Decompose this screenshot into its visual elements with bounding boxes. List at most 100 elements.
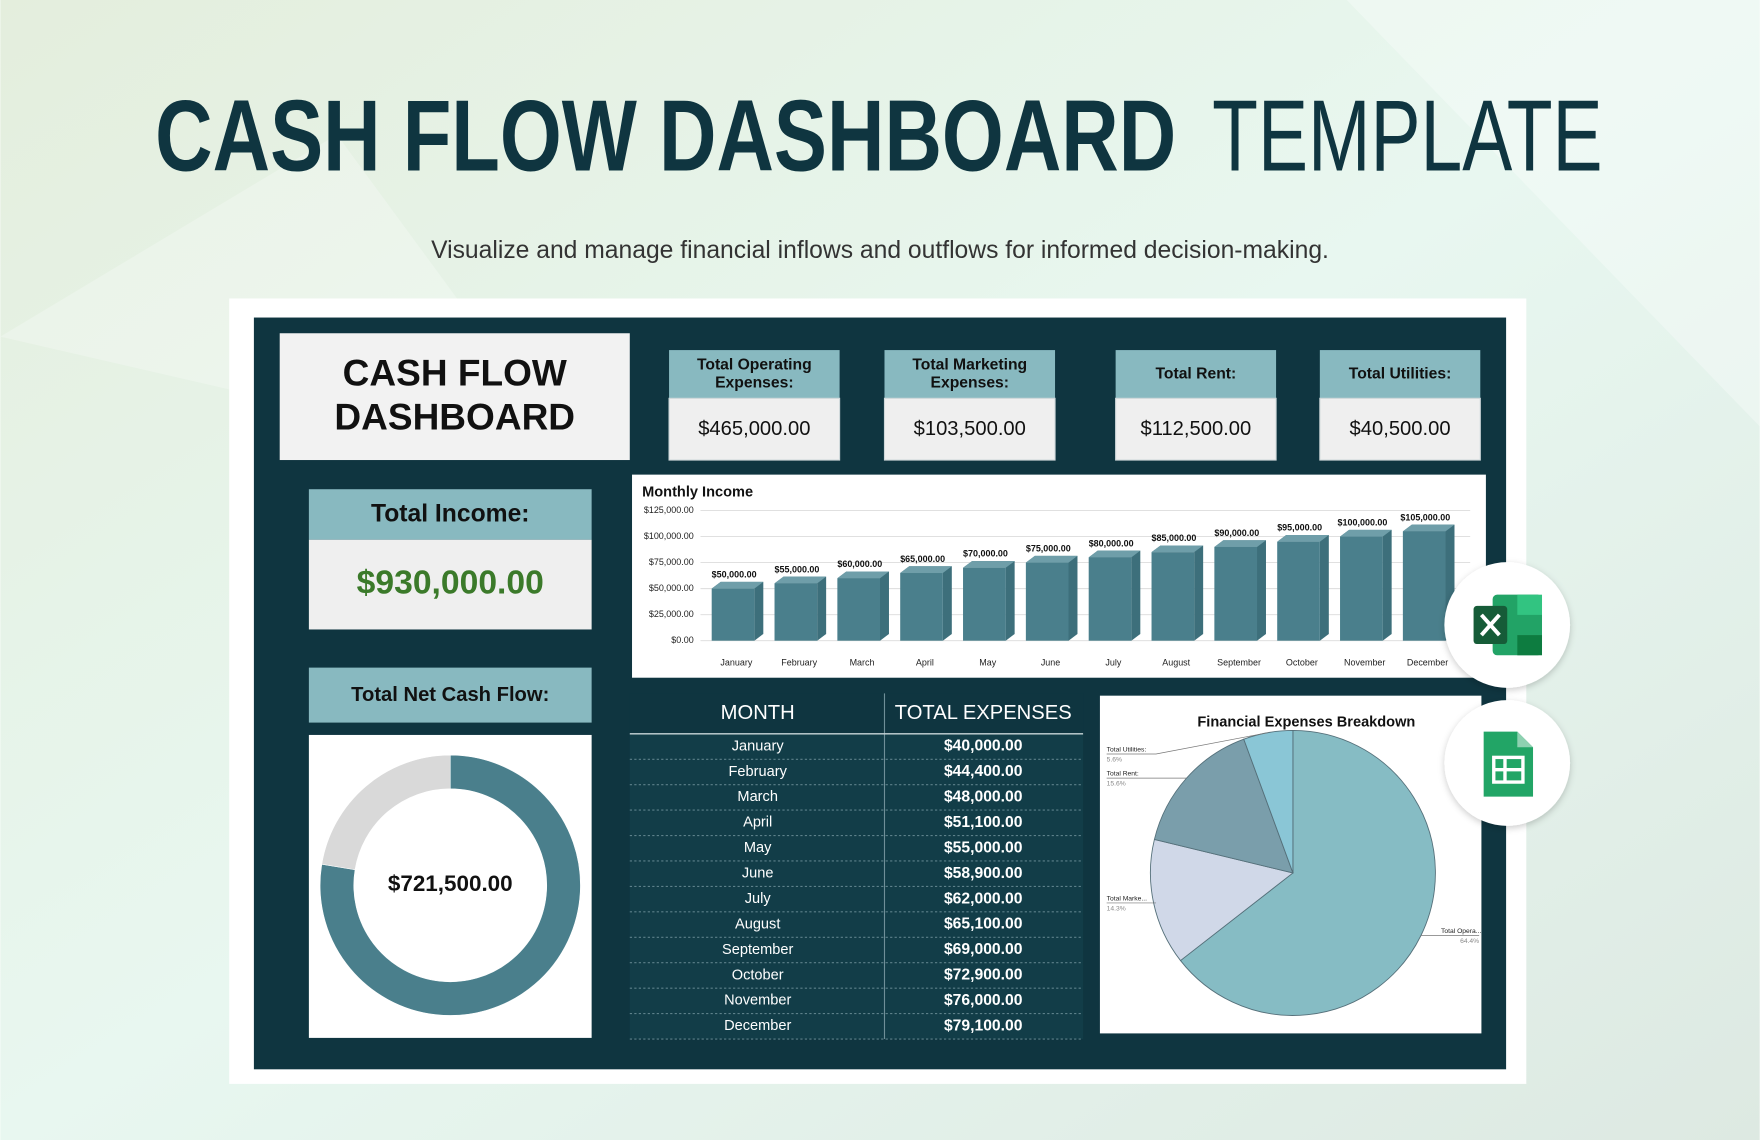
bar-depth bbox=[1277, 535, 1329, 641]
bar bbox=[837, 578, 880, 641]
kpi-label: Total Marketing bbox=[912, 356, 1027, 373]
bar bbox=[1340, 536, 1383, 641]
dashboard-title: CASH FLOW bbox=[343, 352, 567, 394]
pie-value-label: 15.6% bbox=[1107, 781, 1126, 788]
x-tick-label: February bbox=[781, 658, 817, 668]
pie-value-label: 14.3% bbox=[1107, 905, 1126, 912]
net-flow-label: Total Net Cash Flow: bbox=[351, 684, 549, 706]
bar bbox=[1277, 541, 1320, 641]
bar-depth bbox=[837, 571, 889, 641]
expense-cell: $69,000.00 bbox=[944, 941, 1023, 958]
kpi-label: Total Utilities: bbox=[1349, 365, 1452, 382]
expense-table: MONTH TOTAL EXPENSES January $40,000.00 Febr… bbox=[629, 693, 1084, 1040]
bar-depth bbox=[900, 566, 952, 641]
month-cell: February bbox=[729, 764, 788, 780]
x-tick-label: August bbox=[1162, 658, 1190, 668]
page-title-light: TEMPLATE bbox=[1212, 80, 1602, 192]
bar-value-label: $85,000.00 bbox=[1152, 533, 1197, 543]
bar-top bbox=[1340, 529, 1392, 537]
excel-icon bbox=[1444, 562, 1571, 688]
bar-top bbox=[963, 561, 1015, 568]
bar-depth bbox=[1088, 550, 1141, 641]
bar-depth bbox=[963, 561, 1015, 641]
y-tick-label: $50,000.00 bbox=[649, 583, 694, 593]
bar-top bbox=[1402, 524, 1455, 532]
kpi-value: $103,500.00 bbox=[914, 418, 1026, 440]
bar-value-label: $70,000.00 bbox=[963, 549, 1008, 559]
bar-top bbox=[1088, 550, 1141, 558]
bar-value-label: $100,000.00 bbox=[1338, 517, 1388, 527]
table-header bbox=[629, 693, 1084, 734]
page-subtitle: Visualize and manage financial inflows a… bbox=[431, 237, 1329, 264]
y-tick-label: $0.00 bbox=[671, 635, 693, 645]
charts: Monthly Income $0.00 $25,000.00 $50,000.00 $… bbox=[319, 484, 1481, 1016]
bar-value-label: $105,000.00 bbox=[1400, 512, 1450, 522]
donut-center-label: $721,500.00 bbox=[388, 871, 513, 896]
bar bbox=[711, 588, 755, 641]
kpi-box bbox=[883, 397, 1056, 461]
y-tick-label: $100,000.00 bbox=[644, 531, 694, 541]
y-tick-label: $125,000.00 bbox=[644, 505, 694, 515]
y-tick-label: $25,000.00 bbox=[649, 609, 694, 619]
icon-sheet bbox=[1517, 635, 1543, 656]
kpi-value: $465,000.00 bbox=[698, 418, 810, 440]
bar bbox=[774, 583, 818, 641]
bar bbox=[1402, 531, 1446, 641]
month-cell: January bbox=[732, 738, 785, 754]
kpi-header bbox=[884, 350, 1056, 399]
month-cell: September bbox=[722, 942, 793, 958]
bar-top bbox=[1025, 555, 1078, 563]
chart-title: Financial Expenses Breakdown bbox=[1197, 714, 1415, 730]
x-tick-label: March bbox=[850, 658, 875, 668]
bar-depth bbox=[1151, 545, 1204, 641]
bar-value-label: $60,000.00 bbox=[837, 559, 882, 569]
dashboard-title: DASHBOARD bbox=[334, 395, 575, 437]
x-tick-label: November bbox=[1344, 658, 1385, 668]
bar bbox=[1151, 552, 1195, 641]
x-tick-label: January bbox=[720, 658, 752, 668]
bar-top bbox=[774, 576, 827, 584]
kpi-box bbox=[1115, 397, 1277, 461]
bar-top bbox=[1277, 535, 1329, 542]
x-tick-label: June bbox=[1041, 658, 1060, 668]
month-cell: March bbox=[737, 789, 778, 805]
leader-line bbox=[1106, 732, 1269, 755]
month-cell: October bbox=[732, 967, 784, 983]
month-cell: May bbox=[744, 840, 772, 856]
expense-cell: $65,100.00 bbox=[944, 916, 1023, 933]
month-cell: April bbox=[743, 815, 772, 831]
donut-segment bbox=[319, 754, 581, 1016]
kpi-group: Total OperatingExpenses:$465,000.00Total… bbox=[668, 350, 1481, 461]
kpi-label: Expenses: bbox=[715, 374, 793, 391]
x-tick-label: December bbox=[1407, 658, 1448, 668]
kpi-value: $112,500.00 bbox=[1140, 418, 1251, 440]
income-value: $930,000.00 bbox=[357, 564, 544, 601]
kpi-value: $40,500.00 bbox=[1350, 418, 1451, 440]
pie-slice bbox=[1153, 738, 1294, 874]
x-tick-label: July bbox=[1105, 658, 1121, 668]
bar-depth bbox=[1214, 540, 1266, 641]
expense-cell: $62,000.00 bbox=[944, 890, 1023, 907]
bar-value-label: $55,000.00 bbox=[775, 564, 820, 574]
pie-label: Total Marke... bbox=[1107, 895, 1147, 902]
expense-cell: $40,000.00 bbox=[944, 738, 1023, 755]
income-header bbox=[308, 489, 592, 540]
bar-depth bbox=[1025, 555, 1078, 641]
expense-cell: $55,000.00 bbox=[944, 839, 1023, 856]
bar-top bbox=[1151, 545, 1204, 553]
expense-cell: $48,000.00 bbox=[944, 789, 1023, 806]
month-cell: November bbox=[724, 993, 791, 1009]
pie-label: Total Utilities: bbox=[1107, 746, 1147, 753]
pie-value-label: 64.4% bbox=[1460, 938, 1479, 945]
pie-slice bbox=[1179, 730, 1436, 1016]
kpi-box bbox=[1319, 397, 1481, 461]
donut-segment bbox=[321, 754, 451, 871]
month-cell: June bbox=[742, 866, 774, 882]
bar-top bbox=[711, 581, 764, 589]
column-header: TOTAL EXPENSES bbox=[895, 702, 1072, 724]
column-header: MONTH bbox=[721, 702, 795, 724]
month-cell: July bbox=[745, 891, 772, 907]
month-cell: December bbox=[724, 1018, 791, 1034]
bar-top bbox=[1214, 540, 1266, 547]
